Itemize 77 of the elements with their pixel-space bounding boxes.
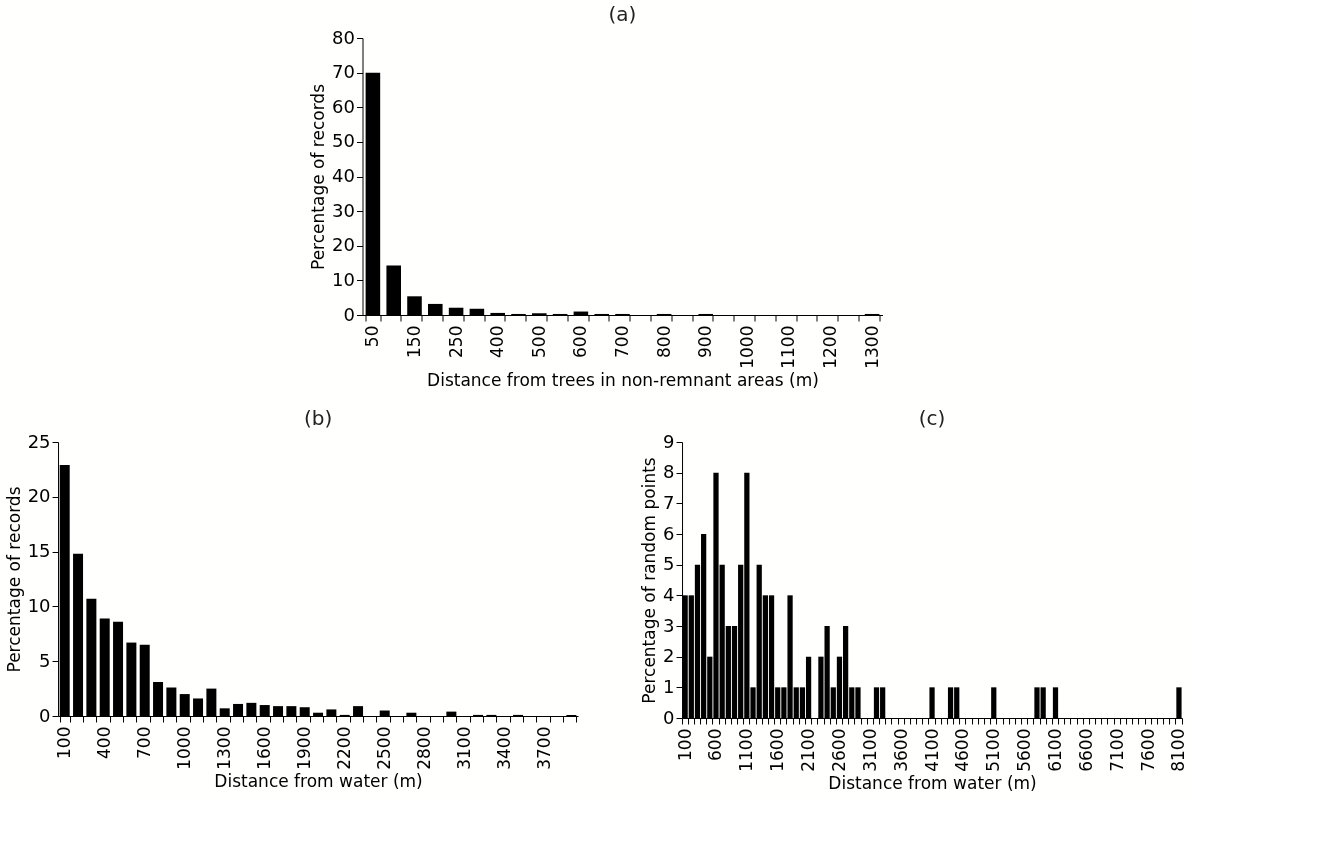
x-tick-label: 3400 bbox=[494, 726, 515, 770]
x-tick-label: 600 bbox=[570, 325, 591, 358]
y-tick-label: 2 bbox=[663, 645, 675, 667]
x-tick-label: 700 bbox=[612, 325, 632, 358]
y-tick-label: 4 bbox=[663, 583, 675, 605]
y-tick-label: 5 bbox=[663, 553, 675, 575]
x-tick-label: 1600 bbox=[767, 728, 788, 772]
y-tick-label: 7 bbox=[663, 491, 675, 513]
x-axis-title: Distance from water (m) bbox=[214, 770, 423, 791]
chart-title: (b) bbox=[303, 406, 333, 430]
x-tick-label: 100 bbox=[54, 726, 75, 759]
x-tick-label: 150 bbox=[404, 325, 424, 358]
x-tick-label: 5600 bbox=[1014, 728, 1035, 772]
x-tick-label: 2100 bbox=[798, 728, 819, 772]
x-tick-label: 2200 bbox=[334, 726, 355, 770]
x-tick-label: 600 bbox=[705, 728, 726, 761]
x-tick-label: 700 bbox=[134, 726, 155, 759]
y-tick-label: 0 bbox=[343, 303, 355, 325]
y-tick-label: 0 bbox=[663, 706, 675, 728]
y-axis-title: Percentage of records bbox=[3, 486, 24, 673]
x-tick-label: 100 bbox=[674, 728, 695, 761]
y-tick-label: 8 bbox=[663, 461, 675, 483]
x-tick-label: 8100 bbox=[1168, 728, 1189, 772]
x-tick-label: 1200 bbox=[820, 325, 840, 369]
y-tick-label: 40 bbox=[332, 165, 355, 186]
x-tick-label: 1600 bbox=[254, 726, 275, 770]
x-tick-label: 2800 bbox=[414, 726, 435, 770]
x-tick-label: 3700 bbox=[534, 726, 555, 770]
x-tick-label: 1300 bbox=[214, 726, 235, 770]
chart-title: (c) bbox=[918, 406, 946, 430]
y-tick-label: 3 bbox=[663, 614, 675, 636]
x-tick-label: 1000 bbox=[174, 726, 195, 770]
x-tick-label: 7600 bbox=[1137, 728, 1158, 772]
x-tick-label: 6600 bbox=[1075, 728, 1096, 772]
y-tick-label: 80 bbox=[332, 26, 355, 48]
y-tick-label: 1 bbox=[663, 675, 675, 697]
y-tick-label: 50 bbox=[332, 130, 355, 152]
x-tick-label: 5100 bbox=[983, 728, 1004, 772]
y-tick-label: 25 bbox=[27, 430, 51, 452]
x-tick-label: 1100 bbox=[736, 728, 757, 772]
x-tick-label: 6100 bbox=[1045, 728, 1065, 772]
y-tick-label: 30 bbox=[332, 199, 355, 221]
y-tick-label: 10 bbox=[332, 268, 355, 290]
x-tick-label: 800 bbox=[653, 325, 674, 358]
x-tick-label: 1100 bbox=[778, 325, 799, 369]
x-axis-title: Distance from water (m) bbox=[828, 772, 1037, 793]
y-axis-title: Percentage of records bbox=[308, 83, 329, 270]
x-tick-label: 7100 bbox=[1106, 728, 1127, 772]
y-tick-label: 15 bbox=[27, 540, 51, 562]
x-axis-title: Distance from trees in non-remnant areas (m) bbox=[427, 369, 819, 390]
y-axis-title: Percentage of random points bbox=[639, 457, 660, 704]
y-tick-label: 60 bbox=[332, 95, 355, 117]
x-tick-label: 4100 bbox=[921, 728, 942, 772]
chart-title: (a) bbox=[608, 2, 637, 26]
x-tick-label: 50 bbox=[362, 325, 383, 348]
x-tick-label: 900 bbox=[695, 325, 716, 358]
y-tick-label: 5 bbox=[39, 649, 51, 671]
x-tick-label: 250 bbox=[445, 325, 466, 358]
x-tick-label: 3100 bbox=[859, 728, 880, 772]
x-tick-label: 4600 bbox=[952, 728, 973, 772]
x-tick-label: 2600 bbox=[828, 728, 849, 772]
x-tick-label: 400 bbox=[94, 726, 115, 759]
x-tick-label: 1900 bbox=[294, 726, 315, 770]
x-tick-label: 1300 bbox=[861, 325, 882, 369]
y-tick-label: 9 bbox=[663, 430, 675, 452]
y-tick-label: 70 bbox=[332, 61, 355, 83]
y-tick-label: 0 bbox=[39, 704, 51, 726]
x-tick-label: 2500 bbox=[374, 726, 395, 770]
y-tick-label: 20 bbox=[332, 234, 355, 256]
x-tick-label: 3100 bbox=[454, 726, 475, 770]
x-tick-label: 400 bbox=[487, 325, 508, 358]
y-tick-label: 20 bbox=[27, 485, 51, 507]
x-tick-label: 500 bbox=[528, 325, 549, 358]
x-tick-label: 1000 bbox=[736, 325, 757, 369]
x-tick-label: 3600 bbox=[890, 728, 911, 772]
y-tick-label: 6 bbox=[663, 522, 675, 544]
y-tick-label: 10 bbox=[27, 594, 51, 616]
